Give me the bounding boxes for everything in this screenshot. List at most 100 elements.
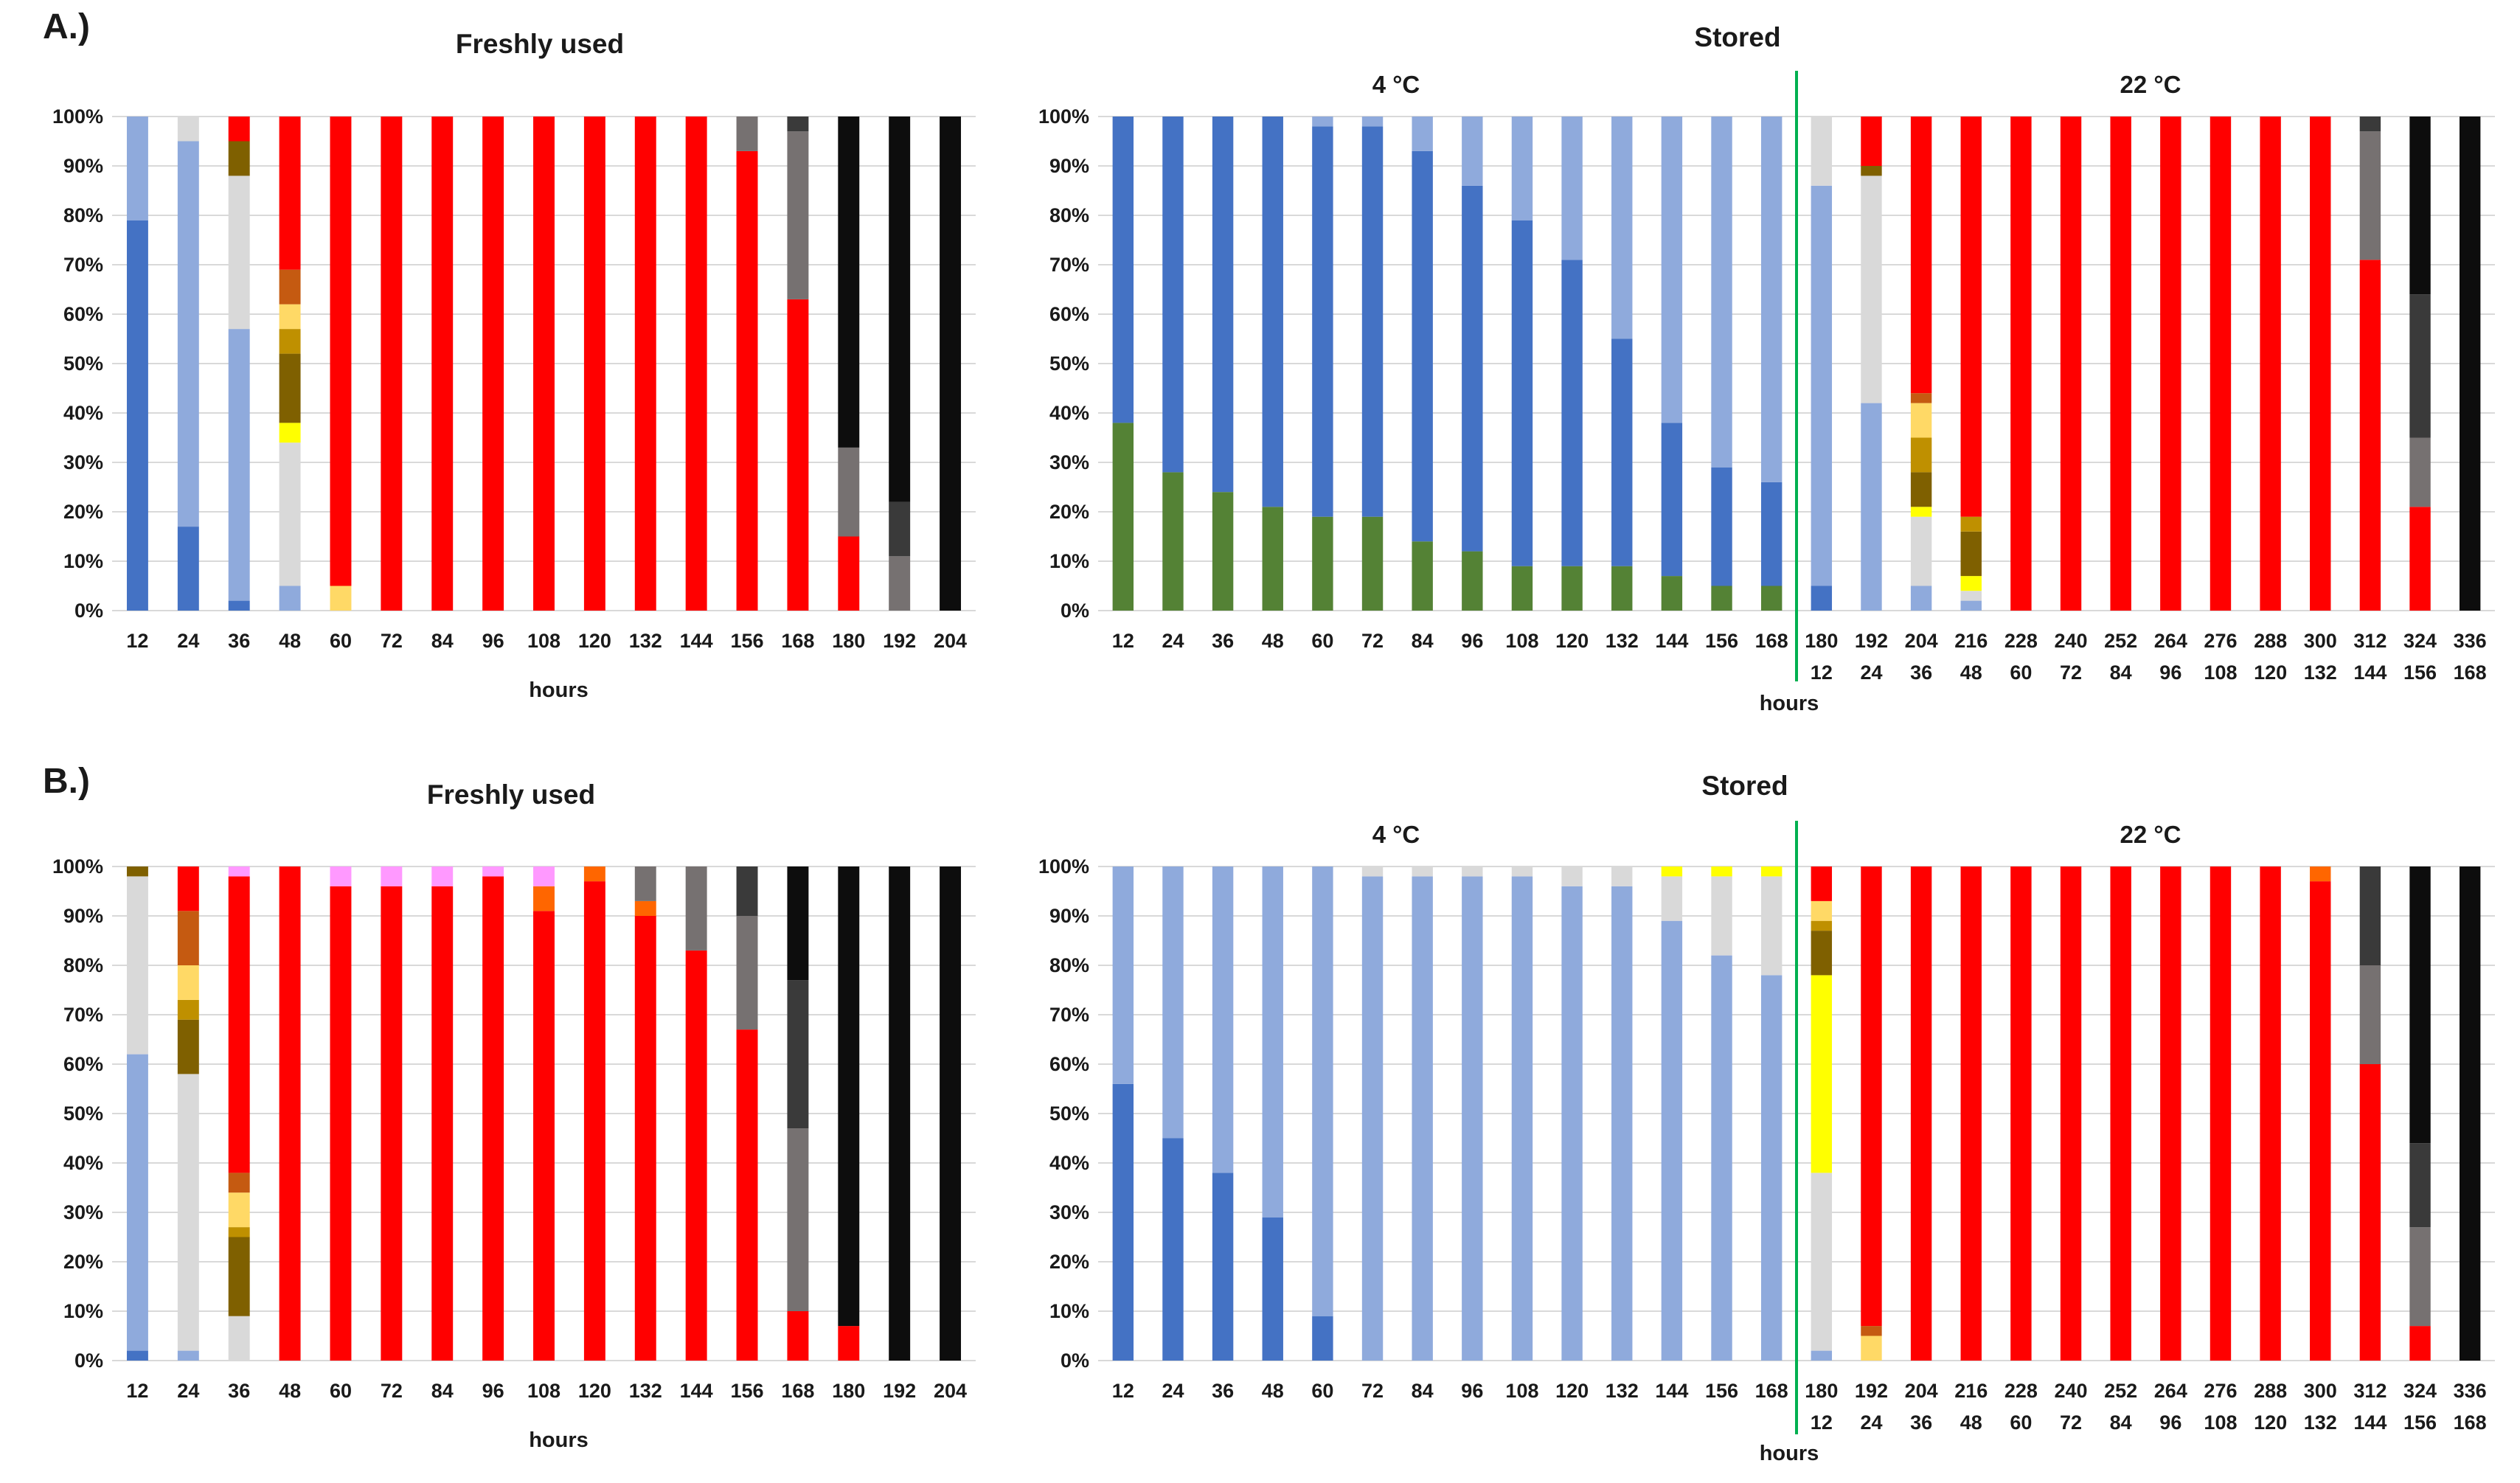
bar-segment: [1412, 541, 1433, 611]
bar-segment: [1561, 260, 1583, 566]
bar-segment: [1611, 338, 1633, 566]
bar-segment: [1960, 591, 1982, 601]
x-tick-label: 72: [381, 1380, 403, 1402]
group-label-4c: 4 °C: [1372, 821, 1420, 848]
bar-segment: [1162, 117, 1184, 473]
y-tick-label: 20%: [63, 1251, 103, 1273]
bar-segment: [279, 304, 301, 330]
y-tick-label: 100%: [52, 105, 103, 128]
x-tick-label-secondary: 132: [2304, 661, 2337, 684]
x-tick-label-secondary: 120: [2254, 661, 2287, 684]
x-tick-label: 72: [381, 630, 403, 652]
x-tick-label: 132: [1606, 630, 1639, 652]
x-tick-label: 204: [1905, 630, 1938, 652]
bar-segment: [177, 527, 199, 611]
x-tick-label: 84: [431, 630, 454, 652]
y-tick-label: 10%: [63, 550, 103, 572]
x-tick-label: 180: [1805, 1380, 1838, 1402]
y-tick-label: 100%: [1038, 855, 1089, 878]
bar-segment: [736, 916, 758, 1030]
x-tick-label: 96: [1461, 1380, 1483, 1402]
x-tick-label: 120: [578, 1380, 611, 1402]
chart-title: Stored: [1701, 771, 1788, 801]
x-axis-title: hours: [1760, 1442, 1819, 1465]
bar-segment: [279, 866, 301, 1361]
bar-segment: [1711, 117, 1732, 468]
group-label-22c: 22 °C: [2120, 71, 2181, 98]
x-tick-label: 48: [279, 1380, 301, 1402]
bar-segment: [431, 886, 454, 1361]
bar-segment: [177, 999, 199, 1020]
bar-segment: [1910, 507, 1932, 517]
bar-segment: [228, 1316, 250, 1361]
group-label-22c: 22 °C: [2120, 821, 2181, 848]
bar-segment: [2409, 507, 2431, 611]
x-tick-label: 12: [126, 1380, 148, 1402]
x-tick-label: 108: [527, 1380, 560, 1402]
x-tick-label-secondary: 12: [1811, 1411, 1833, 1434]
chart-title: Freshly used: [427, 779, 595, 810]
bar-segment: [2060, 117, 2082, 611]
bar-segment: [2310, 866, 2331, 882]
x-tick-label-secondary: 36: [1910, 1411, 1932, 1434]
bar-segment: [838, 117, 860, 448]
bar-segment: [381, 866, 403, 886]
y-tick-label: 20%: [63, 501, 103, 523]
bar-segment: [1760, 482, 1783, 586]
bar-segment: [330, 586, 352, 611]
bar-segment: [177, 141, 199, 527]
bar-segment: [1462, 117, 1483, 186]
x-tick-label: 120: [578, 630, 611, 652]
bar-segment: [1112, 117, 1134, 423]
x-tick-label: 276: [2204, 1380, 2237, 1402]
bar-segment: [1861, 866, 1882, 1327]
bar-segment: [940, 117, 962, 611]
bar-segment: [1511, 866, 1533, 877]
y-tick-label: 80%: [63, 204, 103, 226]
y-tick-label: 0%: [74, 1350, 103, 1372]
bar-segment: [2409, 294, 2431, 438]
x-tick-label-secondary: 144: [2353, 661, 2387, 684]
bar-segment: [838, 866, 860, 1327]
bar-segment: [228, 1173, 250, 1193]
y-tick-label: 90%: [1049, 905, 1089, 927]
x-tick-label: 132: [629, 630, 662, 652]
x-tick-label: 60: [1311, 630, 1333, 652]
bar-segment: [2409, 1143, 2431, 1228]
y-tick-label: 30%: [63, 451, 103, 473]
bar-segment: [2359, 131, 2381, 260]
bar-segment: [1611, 886, 1633, 1361]
chart-A-fresh: 0% 10% 20% 30% 40% 50% 60% 70% 80% 90% 100% 12 24 36 4…: [52, 29, 976, 702]
x-tick-label: 72: [1361, 630, 1384, 652]
bar-segment: [228, 1192, 250, 1228]
bar-segment: [177, 1074, 199, 1351]
x-tick-label: 288: [2254, 630, 2287, 652]
bar-segment: [1312, 117, 1333, 127]
x-tick-label-secondary: 48: [1960, 661, 1982, 684]
y-tick-label: 0%: [74, 600, 103, 622]
x-tick-label-secondary: 168: [2454, 1411, 2487, 1434]
x-tick-label: 24: [177, 630, 199, 652]
y-tick-label: 40%: [63, 1152, 103, 1174]
bar-segment: [431, 866, 454, 886]
bar-segment: [1760, 975, 1783, 1361]
panel-a-label: A.): [43, 7, 90, 46]
x-tick-label: 84: [431, 1380, 454, 1402]
bar-segment: [228, 876, 250, 1173]
bar-segment: [431, 117, 454, 611]
bar-segment: [533, 866, 555, 886]
bar-segment: [889, 117, 911, 502]
bar-segment: [1511, 566, 1533, 611]
bar-segment: [381, 886, 403, 1361]
bar-segment: [533, 117, 555, 611]
bar-segment: [1212, 1173, 1234, 1361]
bar-segment: [330, 866, 352, 886]
x-tick-label: 60: [330, 630, 352, 652]
bar-segment: [1711, 586, 1732, 611]
bar-segment: [1811, 975, 1833, 1173]
x-tick-label: 48: [279, 630, 301, 652]
x-tick-label: 168: [1755, 1380, 1788, 1402]
x-tick-label: 108: [1505, 630, 1538, 652]
y-tick-label: 60%: [1049, 1053, 1089, 1075]
